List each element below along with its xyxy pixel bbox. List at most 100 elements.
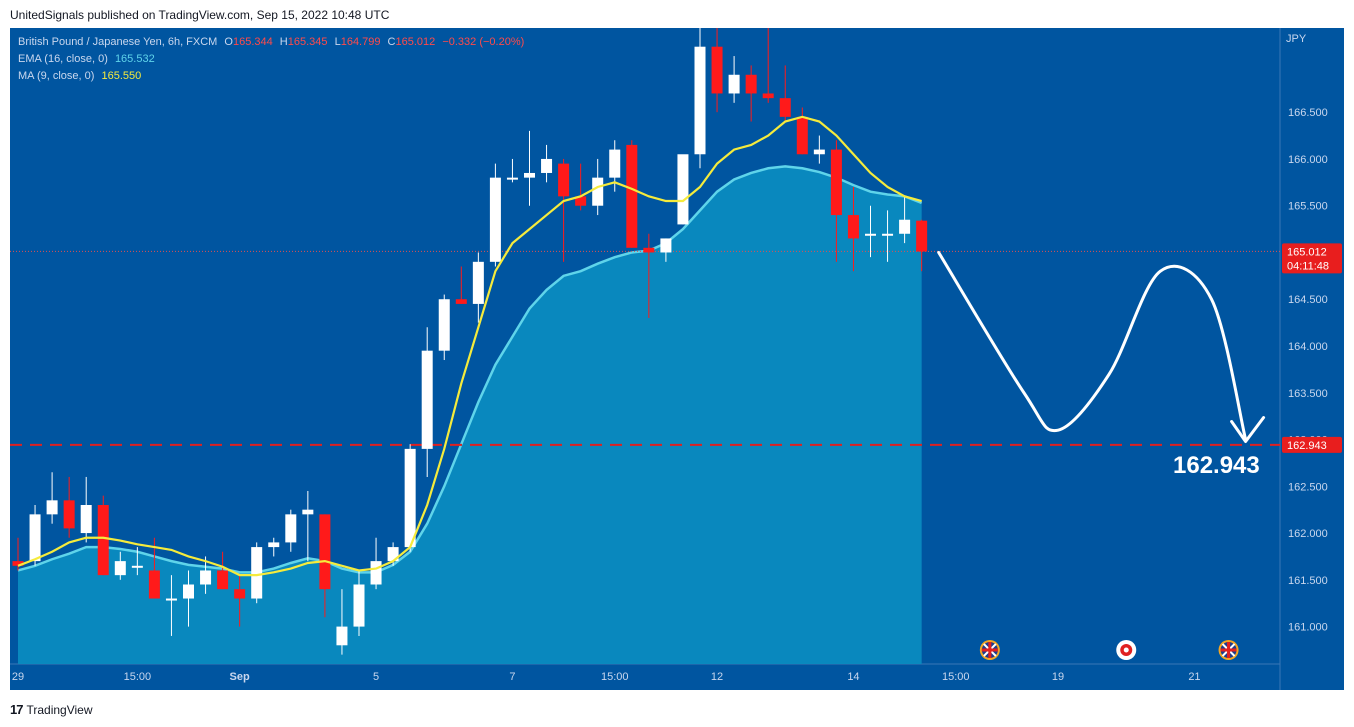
target-circle-icon[interactable] — [1116, 640, 1137, 660]
candle-body — [524, 172, 535, 178]
candle-body — [285, 514, 297, 543]
candle — [762, 28, 774, 103]
y-tick-label: 161.000 — [1288, 622, 1328, 634]
y-tick-label: 164.500 — [1288, 294, 1328, 306]
candle — [353, 570, 365, 636]
candle — [46, 472, 58, 524]
x-tick-label: 12 — [711, 671, 723, 683]
x-tick-label: 15:00 — [942, 671, 970, 683]
legend-close: 165.012 — [395, 36, 436, 48]
candle — [524, 130, 535, 206]
candle — [200, 556, 212, 594]
candle — [80, 476, 92, 543]
publisher-caption: UnitedSignals published on TradingView.c… — [10, 8, 390, 22]
candle-body — [660, 238, 672, 253]
y-tick-label: 163.500 — [1288, 388, 1328, 400]
candle-body — [200, 570, 212, 585]
candle — [404, 444, 416, 552]
legend-c-label: C — [387, 36, 396, 48]
candle — [643, 233, 655, 318]
candle — [455, 266, 467, 304]
candle-body — [472, 261, 484, 304]
candle — [745, 65, 757, 122]
candle-body — [643, 247, 655, 253]
candle-body — [847, 215, 859, 239]
tradingview-logo-icon: 17 — [10, 702, 24, 717]
candle-body — [148, 570, 160, 599]
candle-body — [387, 547, 399, 562]
candle — [541, 144, 553, 183]
time-axis-background — [10, 664, 1280, 690]
candle-body — [541, 158, 553, 173]
candle — [677, 154, 689, 225]
candle-body — [916, 220, 928, 252]
x-tick-label: 7 — [509, 671, 515, 683]
legend-ema-row: EMA (16, close, 0) 165.532 — [18, 53, 155, 65]
legend-ma-row: MA (9, close, 0) 165.550 — [18, 70, 141, 82]
candle-body — [882, 233, 894, 236]
x-tick-label: 21 — [1188, 671, 1200, 683]
legend-symbol-row: British Pound / Japanese Yen, 6h, FXCM O… — [18, 36, 524, 48]
current-price-label: 165.012 — [1287, 246, 1327, 258]
candle — [694, 28, 706, 169]
candle-body — [336, 626, 348, 646]
candle-body — [865, 233, 876, 236]
candle-body — [29, 514, 41, 562]
candle — [660, 238, 672, 262]
candle-body — [80, 505, 92, 534]
candle — [796, 107, 808, 155]
projection-arrowhead — [1230, 416, 1266, 444]
legend-ema-value: 165.532 — [114, 53, 155, 65]
ema-line — [17, 165, 923, 574]
gb-flag-icon[interactable] — [979, 640, 1000, 660]
footer-brand: TradingView — [26, 702, 93, 717]
ema-area-fill — [18, 166, 922, 664]
candle-body — [694, 46, 706, 155]
candle — [779, 65, 791, 122]
gb-flag-icon[interactable] — [1218, 640, 1239, 660]
x-tick-label: 14 — [847, 671, 859, 683]
legend-change: −0.332 (−0.20%) — [442, 36, 525, 48]
candle — [472, 252, 484, 323]
candle-body — [234, 589, 246, 599]
ma-line — [17, 115, 922, 577]
x-tick-label: 15:00 — [124, 671, 152, 683]
candle — [916, 219, 928, 272]
chart-frame[interactable]: 162.943161.000161.500162.000162.500163.0… — [10, 28, 1344, 690]
candle — [97, 495, 109, 576]
y-tick-label: 166.000 — [1288, 154, 1328, 166]
price-axis-background — [1280, 28, 1344, 690]
candle-body — [728, 74, 740, 94]
price-chart[interactable]: 162.943161.000161.500162.000162.500163.0… — [10, 28, 1344, 690]
legend-open: 165.344 — [232, 36, 273, 48]
candle-body — [131, 565, 143, 568]
candle — [285, 509, 297, 552]
candle-body — [319, 514, 331, 590]
y-tick-label: 166.500 — [1288, 107, 1328, 119]
x-tick-label: Sep — [230, 671, 250, 683]
candle — [711, 28, 723, 113]
candle-body — [796, 116, 808, 155]
candle — [114, 551, 126, 580]
candle-body — [370, 561, 382, 585]
candle-body — [558, 163, 570, 197]
legend-o-label: O — [224, 36, 233, 48]
candle-body — [63, 500, 75, 529]
candle-body — [217, 570, 229, 590]
candle-body — [711, 46, 723, 94]
candle — [336, 589, 348, 655]
candle-body — [779, 98, 791, 117]
legend-h-label: H — [279, 36, 288, 48]
candle — [865, 205, 876, 258]
candle — [251, 542, 263, 604]
target-price-label: 162.943 — [1287, 440, 1327, 452]
candle — [830, 140, 842, 262]
candle-body — [404, 448, 416, 548]
candle — [234, 575, 246, 627]
candle-body — [830, 149, 842, 216]
candle — [899, 196, 911, 244]
target-annotation: 162.943 — [1173, 452, 1260, 479]
candle — [302, 490, 314, 562]
candle-body — [677, 154, 689, 225]
candle — [626, 140, 638, 248]
